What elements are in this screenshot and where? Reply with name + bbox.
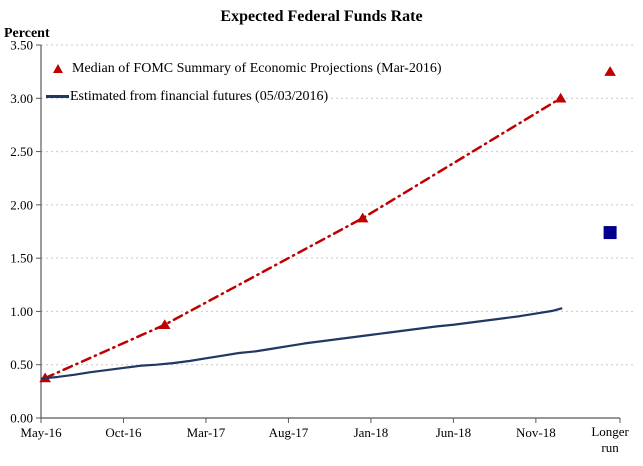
triangle-marker [604,66,616,76]
y-tick-label: 0.00 [10,411,33,426]
x-label-longer-run-line2: run [601,440,619,455]
triangle-marker-icon [53,64,63,73]
x-tick-label: Mar-17 [187,425,226,440]
x-label-longer-run-line1: Longer [591,424,629,439]
legend-item-fomc-median: Median of FOMC Summary of Economic Proje… [46,58,442,79]
legend: Median of FOMC Summary of Economic Proje… [46,58,442,114]
legend-label-fomc-median: Median of FOMC Summary of Economic Proje… [72,60,442,76]
x-tick-label: Oct-16 [105,425,142,440]
series-line [43,97,562,380]
chart-title: Expected Federal Funds Rate [220,8,423,25]
y-tick-label: 2.00 [10,197,33,212]
line-marker-icon [46,95,69,98]
x-tick-label: Nov-18 [516,425,556,440]
y-tick-label: 2.50 [10,144,33,159]
triangle-marker [356,212,369,223]
y-axis-title: Percent [4,26,50,41]
y-tick-label: 1.00 [10,304,33,319]
y-tick-label: 1.50 [10,251,33,266]
triangle-marker [554,92,567,103]
legend-item-futures: Estimated from financial futures (05/03/… [46,86,442,107]
y-tick-label: 0.50 [10,357,33,372]
x-tick-label: Jan-18 [354,425,389,440]
x-tick-label: Jun-18 [436,425,471,440]
x-tick-label: Aug-17 [269,425,309,440]
x-tick-label: May-16 [20,425,62,440]
legend-label-futures: Estimated from financial futures (05/03/… [70,88,329,104]
series-line [40,307,563,380]
y-tick-label: 3.50 [10,38,33,53]
y-tick-label: 3.00 [10,91,33,106]
longer-run-square-marker [603,226,617,240]
triangle-marker [158,319,171,329]
